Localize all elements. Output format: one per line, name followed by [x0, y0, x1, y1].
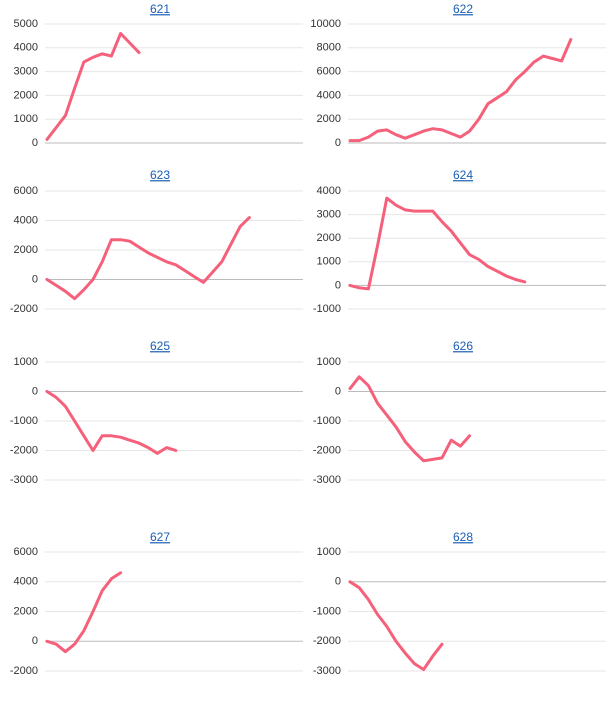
chart-title[interactable]: 625	[150, 339, 170, 353]
chart-title[interactable]: 627	[150, 530, 170, 544]
y-tick-label: 2000	[14, 89, 38, 101]
y-tick-label: 0	[335, 137, 341, 149]
data-line	[348, 38, 573, 143]
y-tick-label: 5000	[14, 18, 38, 30]
chart-title[interactable]: 623	[150, 168, 170, 182]
y-tick-label: 6000	[317, 66, 341, 78]
y-tick-label: 1000	[14, 356, 38, 368]
y-tick-label: -2000	[313, 635, 341, 647]
y-tick-label: 3000	[14, 66, 38, 78]
y-tick-label: -1000	[313, 605, 341, 617]
y-tick-label: 3000	[317, 209, 341, 221]
y-tick-label: -1000	[313, 415, 341, 427]
y-tick-label: -3000	[10, 474, 38, 486]
y-tick-label: 0	[32, 137, 38, 149]
y-tick-label: -3000	[313, 665, 341, 677]
y-tick-label: 0	[32, 385, 38, 397]
data-line	[45, 571, 123, 654]
y-tick-label: -2000	[10, 444, 38, 456]
y-tick-label: -1000	[10, 415, 38, 427]
y-tick-label: -2000	[10, 665, 38, 677]
data-line	[348, 196, 527, 291]
y-tick-label: -2000	[10, 303, 38, 315]
data-line	[45, 390, 178, 455]
chart-title[interactable]: 624	[453, 168, 473, 182]
y-tick-label: 2000	[317, 232, 341, 244]
y-tick-label: -1000	[313, 303, 341, 315]
data-line	[45, 216, 251, 301]
chart-title[interactable]: 626	[453, 339, 473, 353]
y-tick-label: 4000	[317, 89, 341, 101]
y-tick-label: 2000	[14, 244, 38, 256]
y-tick-label: -2000	[313, 444, 341, 456]
chart-title[interactable]: 621	[150, 2, 170, 16]
y-tick-label: 8000	[317, 42, 341, 54]
y-tick-label: 1000	[317, 546, 341, 558]
data-line	[348, 580, 444, 671]
chart-title[interactable]: 628	[453, 530, 473, 544]
y-tick-label: 1000	[317, 356, 341, 368]
y-tick-label: 1000	[317, 256, 341, 268]
y-tick-label: 4000	[14, 42, 38, 54]
y-tick-label: 4000	[14, 214, 38, 226]
data-line	[45, 32, 141, 141]
y-tick-label: 4000	[14, 576, 38, 588]
y-tick-label: 6000	[14, 546, 38, 558]
y-tick-label: 2000	[14, 605, 38, 617]
y-tick-label: 0	[32, 635, 38, 647]
y-tick-label: 2000	[317, 113, 341, 125]
y-tick-label: 10000	[310, 18, 341, 30]
y-tick-label: 6000	[14, 185, 38, 197]
chart-title[interactable]: 622	[453, 2, 473, 16]
y-tick-label: 0	[335, 385, 341, 397]
y-tick-label: 1000	[14, 113, 38, 125]
data-line	[348, 375, 472, 463]
y-tick-label: 4000	[317, 185, 341, 197]
y-tick-label: 0	[335, 279, 341, 291]
y-tick-label: 0	[32, 273, 38, 285]
y-tick-label: 0	[335, 576, 341, 588]
y-tick-label: -3000	[313, 474, 341, 486]
